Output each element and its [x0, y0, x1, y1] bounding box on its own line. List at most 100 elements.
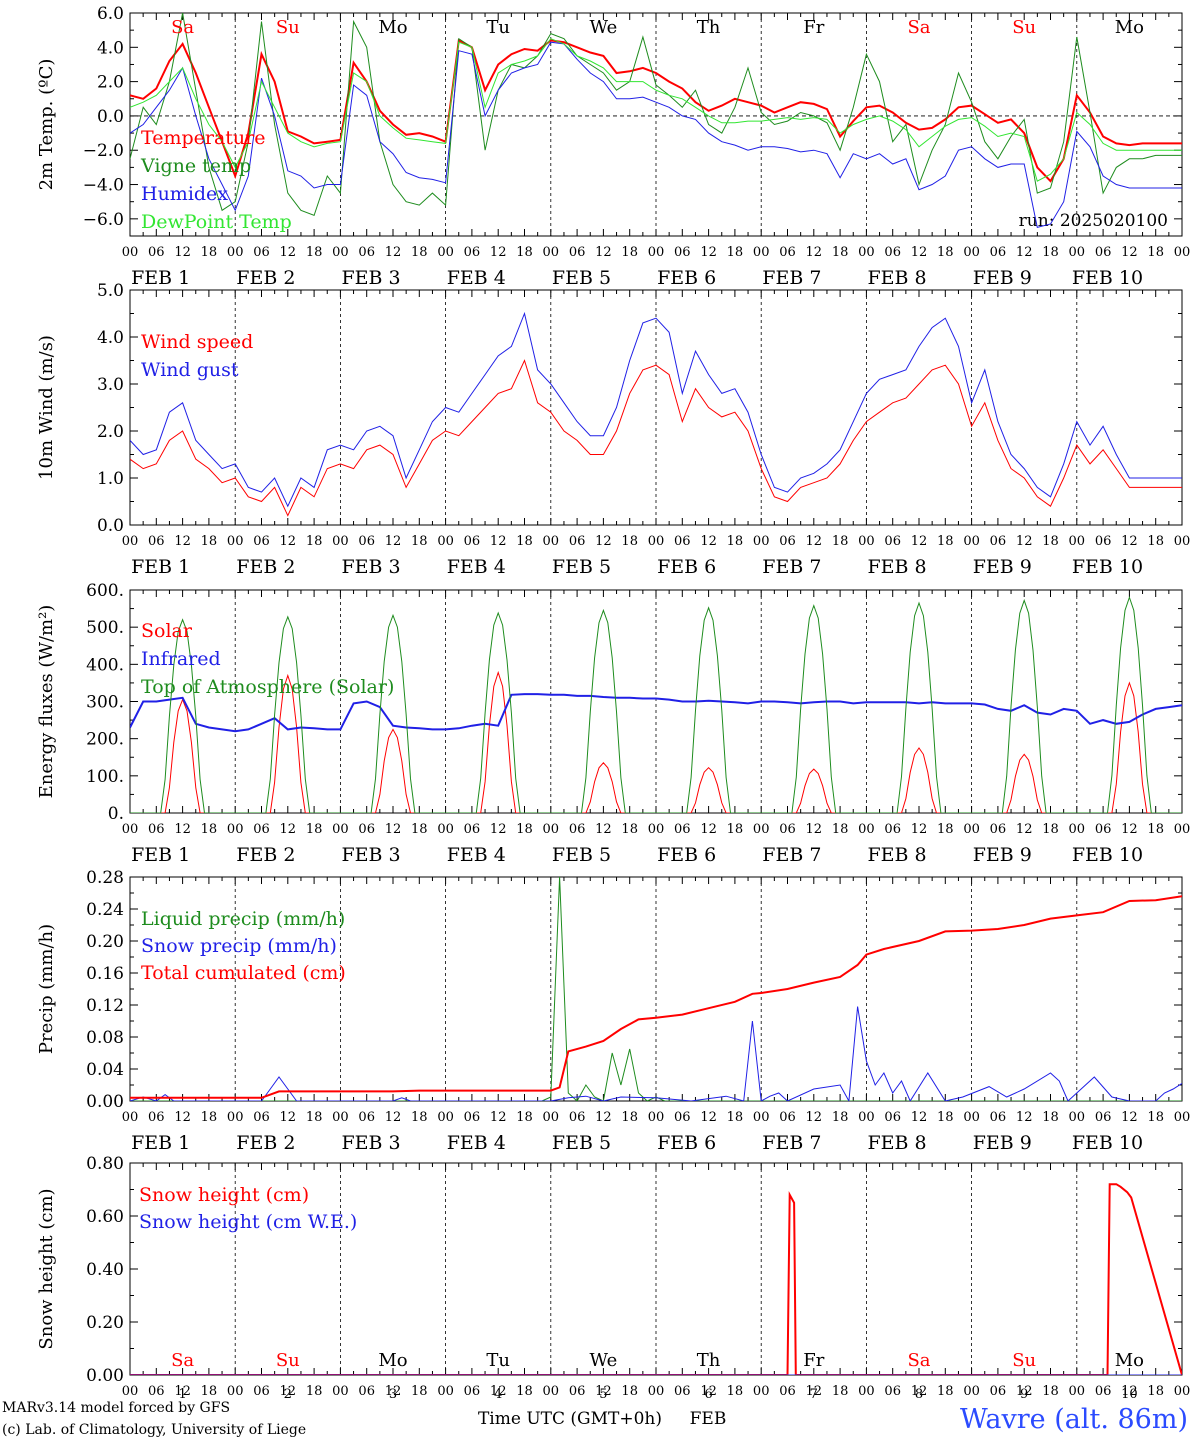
hour-tick-label: 00 [963, 245, 980, 260]
hour-tick-label: 12 [490, 534, 507, 549]
hour-tick-label: 06 [1095, 1384, 1112, 1399]
hour-tick-label: 06 [253, 1384, 270, 1399]
hour-tick-label: 18 [727, 1110, 744, 1125]
hour-tick-label: 00 [122, 1384, 139, 1399]
hour-tick-label: 18 [832, 534, 849, 549]
hour-tick-label: 12 [174, 1110, 191, 1125]
hour-tick-label: 18 [1147, 245, 1164, 260]
hour-tick-label: 18 [1042, 822, 1059, 837]
hour-tick-label: 00 [963, 822, 980, 837]
day-name-top: Su [1012, 17, 1036, 38]
series-line-wind-speed [130, 359, 1182, 517]
date-label: FEB 5 [552, 556, 611, 578]
hour-tick-label: 18 [516, 245, 533, 260]
date-label: FEB 1 [131, 844, 190, 866]
legend-entry: Top of Atmosphere (Solar) [141, 676, 394, 698]
series-line-dewpoint-temp [130, 38, 1182, 182]
hour-tick-label: 06 [148, 822, 165, 837]
bottom-day-number: 10 [1121, 1387, 1138, 1402]
hour-tick-label: 18 [621, 1384, 638, 1399]
day-name-bottom: Mo [1115, 1350, 1144, 1371]
day-name-bottom: Tu [486, 1350, 510, 1371]
bottom-day-number: 1 [178, 1387, 186, 1402]
hour-tick-label: 18 [937, 1110, 954, 1125]
date-label: FEB 4 [447, 844, 506, 866]
hour-tick-label: 00 [227, 1110, 244, 1125]
date-label: FEB 6 [657, 556, 716, 578]
hour-tick-label: 00 [858, 1110, 875, 1125]
day-name-bottom: Su [276, 1350, 300, 1371]
hour-tick-label: 18 [201, 1384, 218, 1399]
series-line-snow-height-cm- [130, 1183, 1182, 1375]
date-label: FEB 8 [868, 1132, 927, 1154]
legend-entry: Wind gust [141, 359, 239, 381]
credit-line-1: MARv3.14 model forced by GFS [2, 1400, 230, 1416]
date-label: FEB 8 [868, 267, 927, 289]
hour-tick-label: 06 [990, 245, 1007, 260]
hour-tick-label: 18 [306, 822, 323, 837]
hour-tick-label: 00 [1174, 1384, 1191, 1399]
y-tick-label: 0.24 [86, 900, 124, 920]
date-label: FEB 3 [342, 844, 401, 866]
hour-tick-label: 06 [779, 1110, 796, 1125]
hour-tick-label: 12 [385, 1110, 402, 1125]
hour-tick-label: 18 [306, 245, 323, 260]
hour-tick-label: 00 [122, 245, 139, 260]
hour-tick-label: 12 [806, 822, 823, 837]
day-name-bottom: Sa [907, 1350, 930, 1371]
hour-tick-label: 18 [832, 245, 849, 260]
legend-entry: Wind speed [141, 331, 253, 353]
panel-3: 600. 500. 400. 300. 200. 100. 0. Energy fluxes … [36, 581, 1190, 866]
hour-tick-label: 18 [727, 1384, 744, 1399]
y-tick-label: 0.00 [86, 1366, 124, 1386]
y-tick-label: 0.12 [86, 996, 124, 1016]
day-name-top: Su [276, 17, 300, 38]
location-title: Wavre (alt. 86m) [960, 1404, 1188, 1435]
hour-tick-label: 12 [174, 1384, 191, 1399]
hour-tick-label: 12 [806, 1110, 823, 1125]
hour-tick-label: 12 [280, 1110, 297, 1125]
hour-tick-label: 00 [1069, 534, 1086, 549]
hour-tick-label: 12 [700, 1384, 717, 1399]
date-label: FEB 7 [762, 556, 821, 578]
hour-tick-label: 12 [806, 534, 823, 549]
hour-tick-label: 00 [753, 245, 770, 260]
hour-tick-label: 00 [543, 1110, 560, 1125]
hour-tick-label: 18 [727, 534, 744, 549]
hour-tick-label: 06 [884, 245, 901, 260]
hour-tick-label: 12 [280, 534, 297, 549]
hour-tick-label: 00 [543, 1384, 560, 1399]
hour-tick-label: 12 [385, 245, 402, 260]
hour-tick-label: 00 [858, 245, 875, 260]
date-label: FEB 5 [552, 1132, 611, 1154]
series-line-snow-precip-mm-h- [130, 1006, 1182, 1101]
hour-tick-label: 18 [201, 534, 218, 549]
hour-tick-label: 06 [1095, 822, 1112, 837]
x-axis-month: FEB [690, 1409, 727, 1429]
hour-tick-label: 12 [174, 822, 191, 837]
hour-tick-label: 12 [595, 1384, 612, 1399]
hour-tick-label: 00 [1069, 1384, 1086, 1399]
day-name-bottom: Sa [171, 1350, 194, 1371]
hour-tick-label: 06 [569, 822, 586, 837]
date-label: FEB 2 [236, 556, 295, 578]
hour-tick-label: 12 [595, 1110, 612, 1125]
hour-tick-label: 12 [595, 822, 612, 837]
hour-tick-label: 00 [1069, 245, 1086, 260]
hour-tick-label: 06 [464, 534, 481, 549]
y-tick-label: 300. [86, 693, 124, 713]
hour-tick-label: 06 [1095, 245, 1112, 260]
hour-tick-label: 06 [884, 1110, 901, 1125]
date-label: FEB 5 [552, 267, 611, 289]
hour-tick-label: 18 [1042, 245, 1059, 260]
hour-tick-label: 12 [1016, 1384, 1033, 1399]
hour-tick-label: 00 [858, 1384, 875, 1399]
y-tick-label: 0. [108, 804, 124, 824]
hour-tick-label: 18 [1147, 1110, 1164, 1125]
date-label: FEB 10 [1072, 1132, 1143, 1154]
y-tick-label: −2.0 [83, 141, 124, 161]
day-name-top: Mo [378, 17, 407, 38]
hour-tick-label: 06 [464, 1384, 481, 1399]
bottom-day-number: 7 [810, 1387, 818, 1402]
hour-tick-label: 00 [858, 534, 875, 549]
